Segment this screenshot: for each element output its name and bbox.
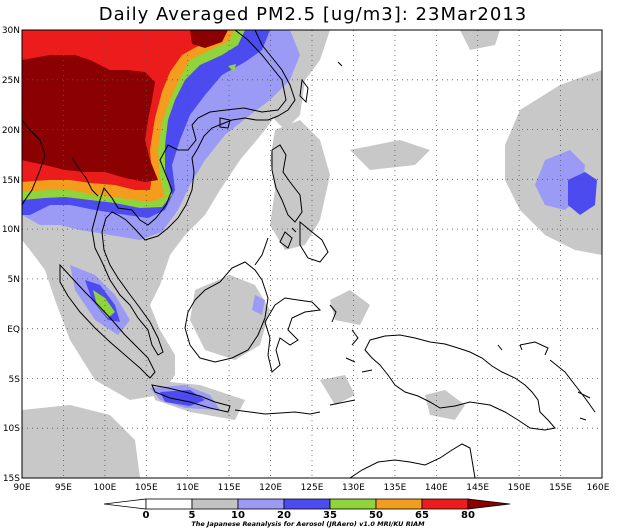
lat-tick-labels: 30N 25N 20N 15N 10N 5N EQ 5S 10S 15S	[2, 26, 20, 484]
lat-label-30n: 30N	[2, 26, 20, 36]
coastline-java	[151, 384, 231, 413]
lon-label-90e: 90E	[13, 483, 30, 493]
lon-label-160e: 160E	[587, 483, 610, 493]
lon-label-95e: 95E	[55, 483, 72, 493]
map-title: Daily Averaged PM2.5 [ug/m3]: 23Mar2013	[99, 4, 527, 25]
lon-label-125e: 125E	[301, 483, 324, 493]
colorbar-tick-labels: 0 5 10 20 35 50 65 80	[143, 510, 475, 521]
lon-label-100e: 100E	[93, 483, 116, 493]
coastline-philippines	[254, 144, 329, 266]
coastline-small-islands	[291, 61, 587, 421]
colorbar-tick-5: 5	[189, 510, 196, 521]
lon-label-120e: 120E	[259, 483, 282, 493]
plot-area	[22, 30, 602, 478]
coastline-mainland-asia	[91, 30, 296, 356]
coastline-hainan	[219, 117, 231, 129]
coastline-bismarck	[519, 341, 596, 413]
colorbar-tick-0: 0	[143, 510, 150, 521]
colorbar-cell-6	[375, 498, 423, 510]
lat-label-10n: 10N	[2, 225, 20, 235]
pm25-contour-layer	[22, 30, 602, 478]
lonlat-grid	[22, 30, 602, 478]
lon-label-145e: 145E	[466, 483, 489, 493]
coastline-taiwan	[299, 78, 309, 104]
lat-label-5n: 5N	[8, 275, 20, 285]
lat-label-15s: 15S	[3, 474, 20, 484]
colorbar-tick-35: 35	[323, 510, 337, 521]
colorbar-tick-10: 10	[231, 510, 245, 521]
credit-line: The Japanese Reanalysis for Aerosol (JRA…	[191, 520, 425, 528]
colorbar-cell-1	[145, 498, 193, 510]
colorbar-cell-2	[191, 498, 239, 510]
lon-label-115e: 115E	[218, 483, 241, 493]
colorbar-cell-3	[237, 498, 285, 510]
colorbar-cell-0	[103, 498, 147, 510]
lon-label-110e: 110E	[176, 483, 199, 493]
lon-label-135e: 135E	[383, 483, 406, 493]
plot-frame	[21, 29, 603, 479]
colorbar-cell-4	[283, 498, 331, 510]
coastline-myanmar	[71, 157, 99, 197]
coastline-sulawesi	[264, 297, 322, 373]
lat-label-5s: 5S	[9, 375, 21, 385]
coastline-lesser-sunda	[234, 399, 356, 415]
colorbar-cell-8	[467, 498, 511, 510]
lat-label-20n: 20N	[2, 126, 20, 136]
lat-label-25n: 25N	[2, 76, 20, 86]
coastline-layer	[22, 30, 596, 478]
lon-label-130e: 130E	[342, 483, 365, 493]
lon-tick-labels: 90E 95E 100E 105E 110E 115E 120E 125E 13…	[13, 483, 609, 493]
coastline-sumatra	[59, 263, 156, 379]
contour-band-80-plus	[22, 30, 228, 182]
colorbar: 0 5 10 20 35 50 65 80	[103, 498, 511, 521]
coastline-australia-north	[349, 443, 476, 478]
lat-label-15n: 15N	[2, 176, 20, 186]
lat-label-eq: EQ	[7, 325, 20, 335]
coastline-india-east	[22, 119, 46, 206]
colorbar-tick-80: 80	[461, 510, 475, 521]
lon-label-150e: 150E	[508, 483, 531, 493]
colorbar-tick-65: 65	[415, 510, 429, 521]
coastline-moluccas	[329, 304, 373, 373]
lat-label-10s: 10S	[3, 424, 20, 434]
colorbar-tick-20: 20	[277, 510, 291, 521]
colorbar-tick-50: 50	[369, 510, 383, 521]
colorbar-cell-5	[329, 498, 377, 510]
lon-label-105e: 105E	[135, 483, 158, 493]
coastline-borneo	[184, 261, 269, 363]
lon-label-140e: 140E	[425, 483, 448, 493]
lon-label-155e: 155E	[549, 483, 572, 493]
colorbar-cell-7	[421, 498, 469, 510]
coastline-new-guinea	[364, 334, 556, 431]
